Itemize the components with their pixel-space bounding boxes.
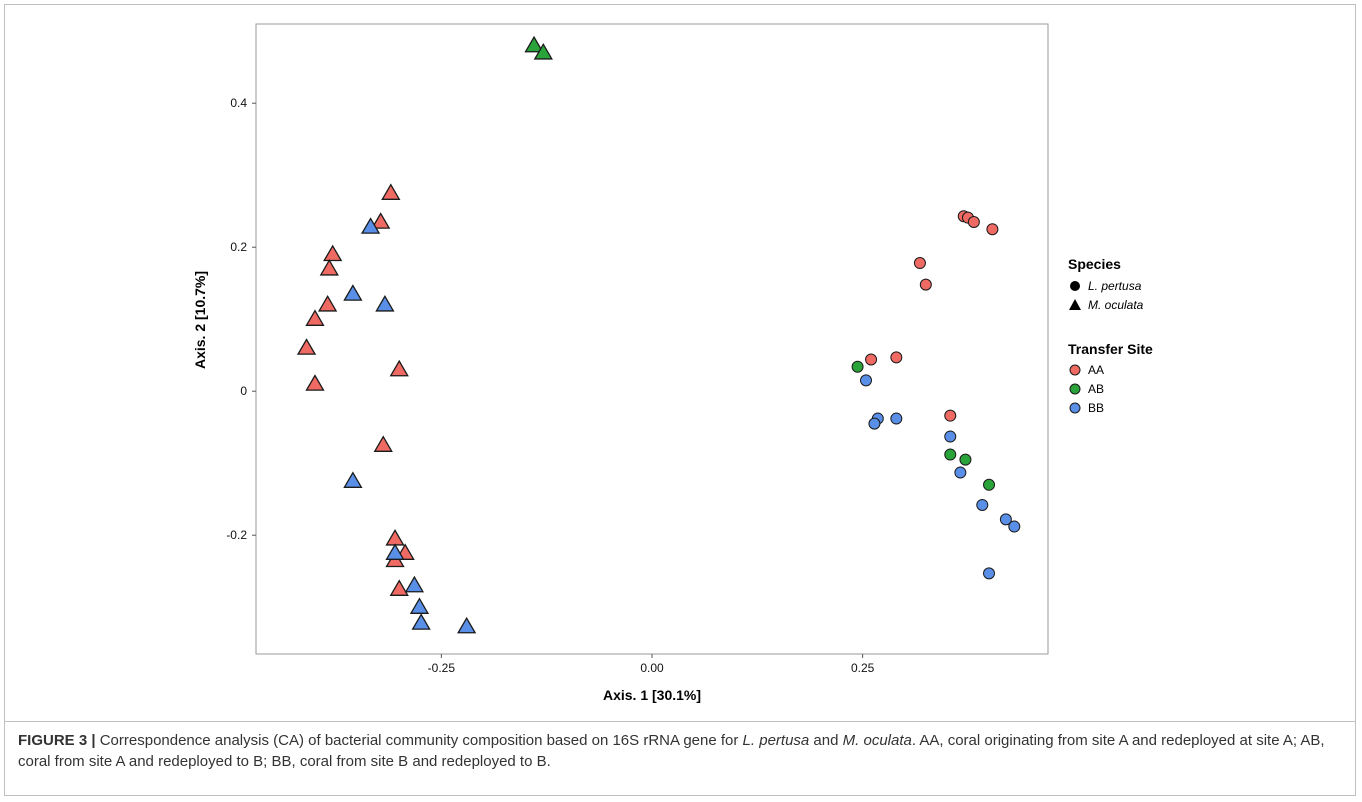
- data-points: [296, 35, 1021, 634]
- caption-species-1: L. pertusa: [742, 732, 810, 749]
- circle-point: [860, 374, 873, 387]
- circle-point: [959, 453, 972, 466]
- legend-triangle-icon: [1069, 299, 1081, 310]
- scatter-chart: -0.25 0.00 0.25 0.4 0.2 0 -0.2 Axis. 1 [30.1%…: [192, 23, 1153, 703]
- y-axis-title: Axis. 2 [10.7%]: [192, 271, 208, 369]
- x-axis-title: Axis. 1 [30.1%]: [603, 687, 701, 703]
- circle-point: [944, 430, 957, 443]
- x-axis: -0.25 0.00 0.25: [428, 654, 875, 675]
- triangle-point: [317, 295, 338, 312]
- y-tick-label: 0.2: [230, 240, 247, 254]
- triangle-point: [411, 613, 431, 630]
- triangle-point: [389, 579, 409, 596]
- circle-point: [986, 223, 999, 236]
- triangle-point: [533, 43, 553, 60]
- figure-frame: [4, 4, 1356, 796]
- caption-text-3: . AA, coral originating from site A and …: [18, 732, 1325, 770]
- caption-divider: [4, 721, 1356, 722]
- plot-panel: [255, 23, 1049, 655]
- triangle-point: [381, 183, 401, 200]
- legend: Species L. pertusa M. oculata Transfer Site…: [1068, 256, 1153, 415]
- triangle-point: [409, 597, 430, 614]
- x-tick-label: 0.00: [640, 661, 664, 675]
- figure-caption: FIGURE 3 | Correspondence analysis (CA) …: [18, 730, 1338, 772]
- circle-point: [976, 498, 989, 511]
- circle-point: [983, 567, 996, 580]
- legend-species-title: Species: [1068, 256, 1121, 272]
- triangle-point: [343, 471, 363, 488]
- triangle-point: [360, 217, 381, 234]
- x-tick-label: 0.25: [851, 661, 875, 675]
- triangle-point: [373, 435, 393, 452]
- legend-species-label: L. pertusa: [1088, 279, 1142, 293]
- legend-species-label: M. oculata: [1088, 298, 1144, 312]
- y-tick-label: 0.4: [230, 96, 247, 110]
- circle-point: [919, 278, 932, 291]
- triangle-point: [385, 543, 405, 560]
- circle-point: [967, 216, 980, 228]
- y-tick-label: 0: [240, 384, 247, 398]
- triangle-point: [457, 616, 477, 634]
- triangle-point: [305, 374, 325, 391]
- circle-point: [983, 478, 996, 491]
- triangle-point: [524, 35, 544, 53]
- triangle-point: [404, 575, 425, 593]
- caption-text-1: Correspondence analysis (CA) of bacteria…: [95, 732, 743, 749]
- legend-site-label: AA: [1088, 363, 1104, 377]
- figure-label: FIGURE 3 |: [18, 732, 96, 749]
- triangle-point: [319, 259, 339, 276]
- triangle-point: [371, 212, 391, 229]
- circle-point: [913, 257, 926, 270]
- legend-site-title: Transfer Site: [1068, 341, 1153, 357]
- circle-point: [954, 466, 967, 479]
- y-axis: 0.4 0.2 0 -0.2: [226, 96, 256, 542]
- triangle-point: [323, 244, 343, 262]
- circle-point: [851, 360, 864, 373]
- legend-site-label: AB: [1088, 382, 1104, 396]
- caption-text-2: and: [809, 732, 843, 749]
- circle-point: [944, 409, 957, 422]
- triangle-point: [296, 338, 317, 355]
- circle-point: [865, 353, 878, 366]
- caption-species-2: M. oculata: [842, 732, 912, 749]
- x-tick-label: -0.25: [428, 661, 456, 675]
- legend-circle-icon: [1070, 281, 1080, 291]
- legend-color-swatch: [1069, 364, 1081, 376]
- triangle-point: [343, 284, 363, 301]
- legend-site-label: BB: [1088, 401, 1104, 415]
- circle-point: [890, 412, 903, 425]
- circle-point: [999, 513, 1012, 526]
- triangle-point: [389, 359, 409, 377]
- y-tick-label: -0.2: [226, 528, 247, 542]
- triangle-point: [305, 309, 325, 326]
- circle-point: [944, 448, 957, 461]
- triangle-point: [375, 295, 395, 312]
- legend-color-swatch: [1069, 383, 1081, 395]
- circle-point: [1008, 520, 1021, 533]
- circle-point: [868, 417, 881, 430]
- circle-point: [890, 351, 903, 364]
- legend-color-swatch: [1069, 402, 1081, 414]
